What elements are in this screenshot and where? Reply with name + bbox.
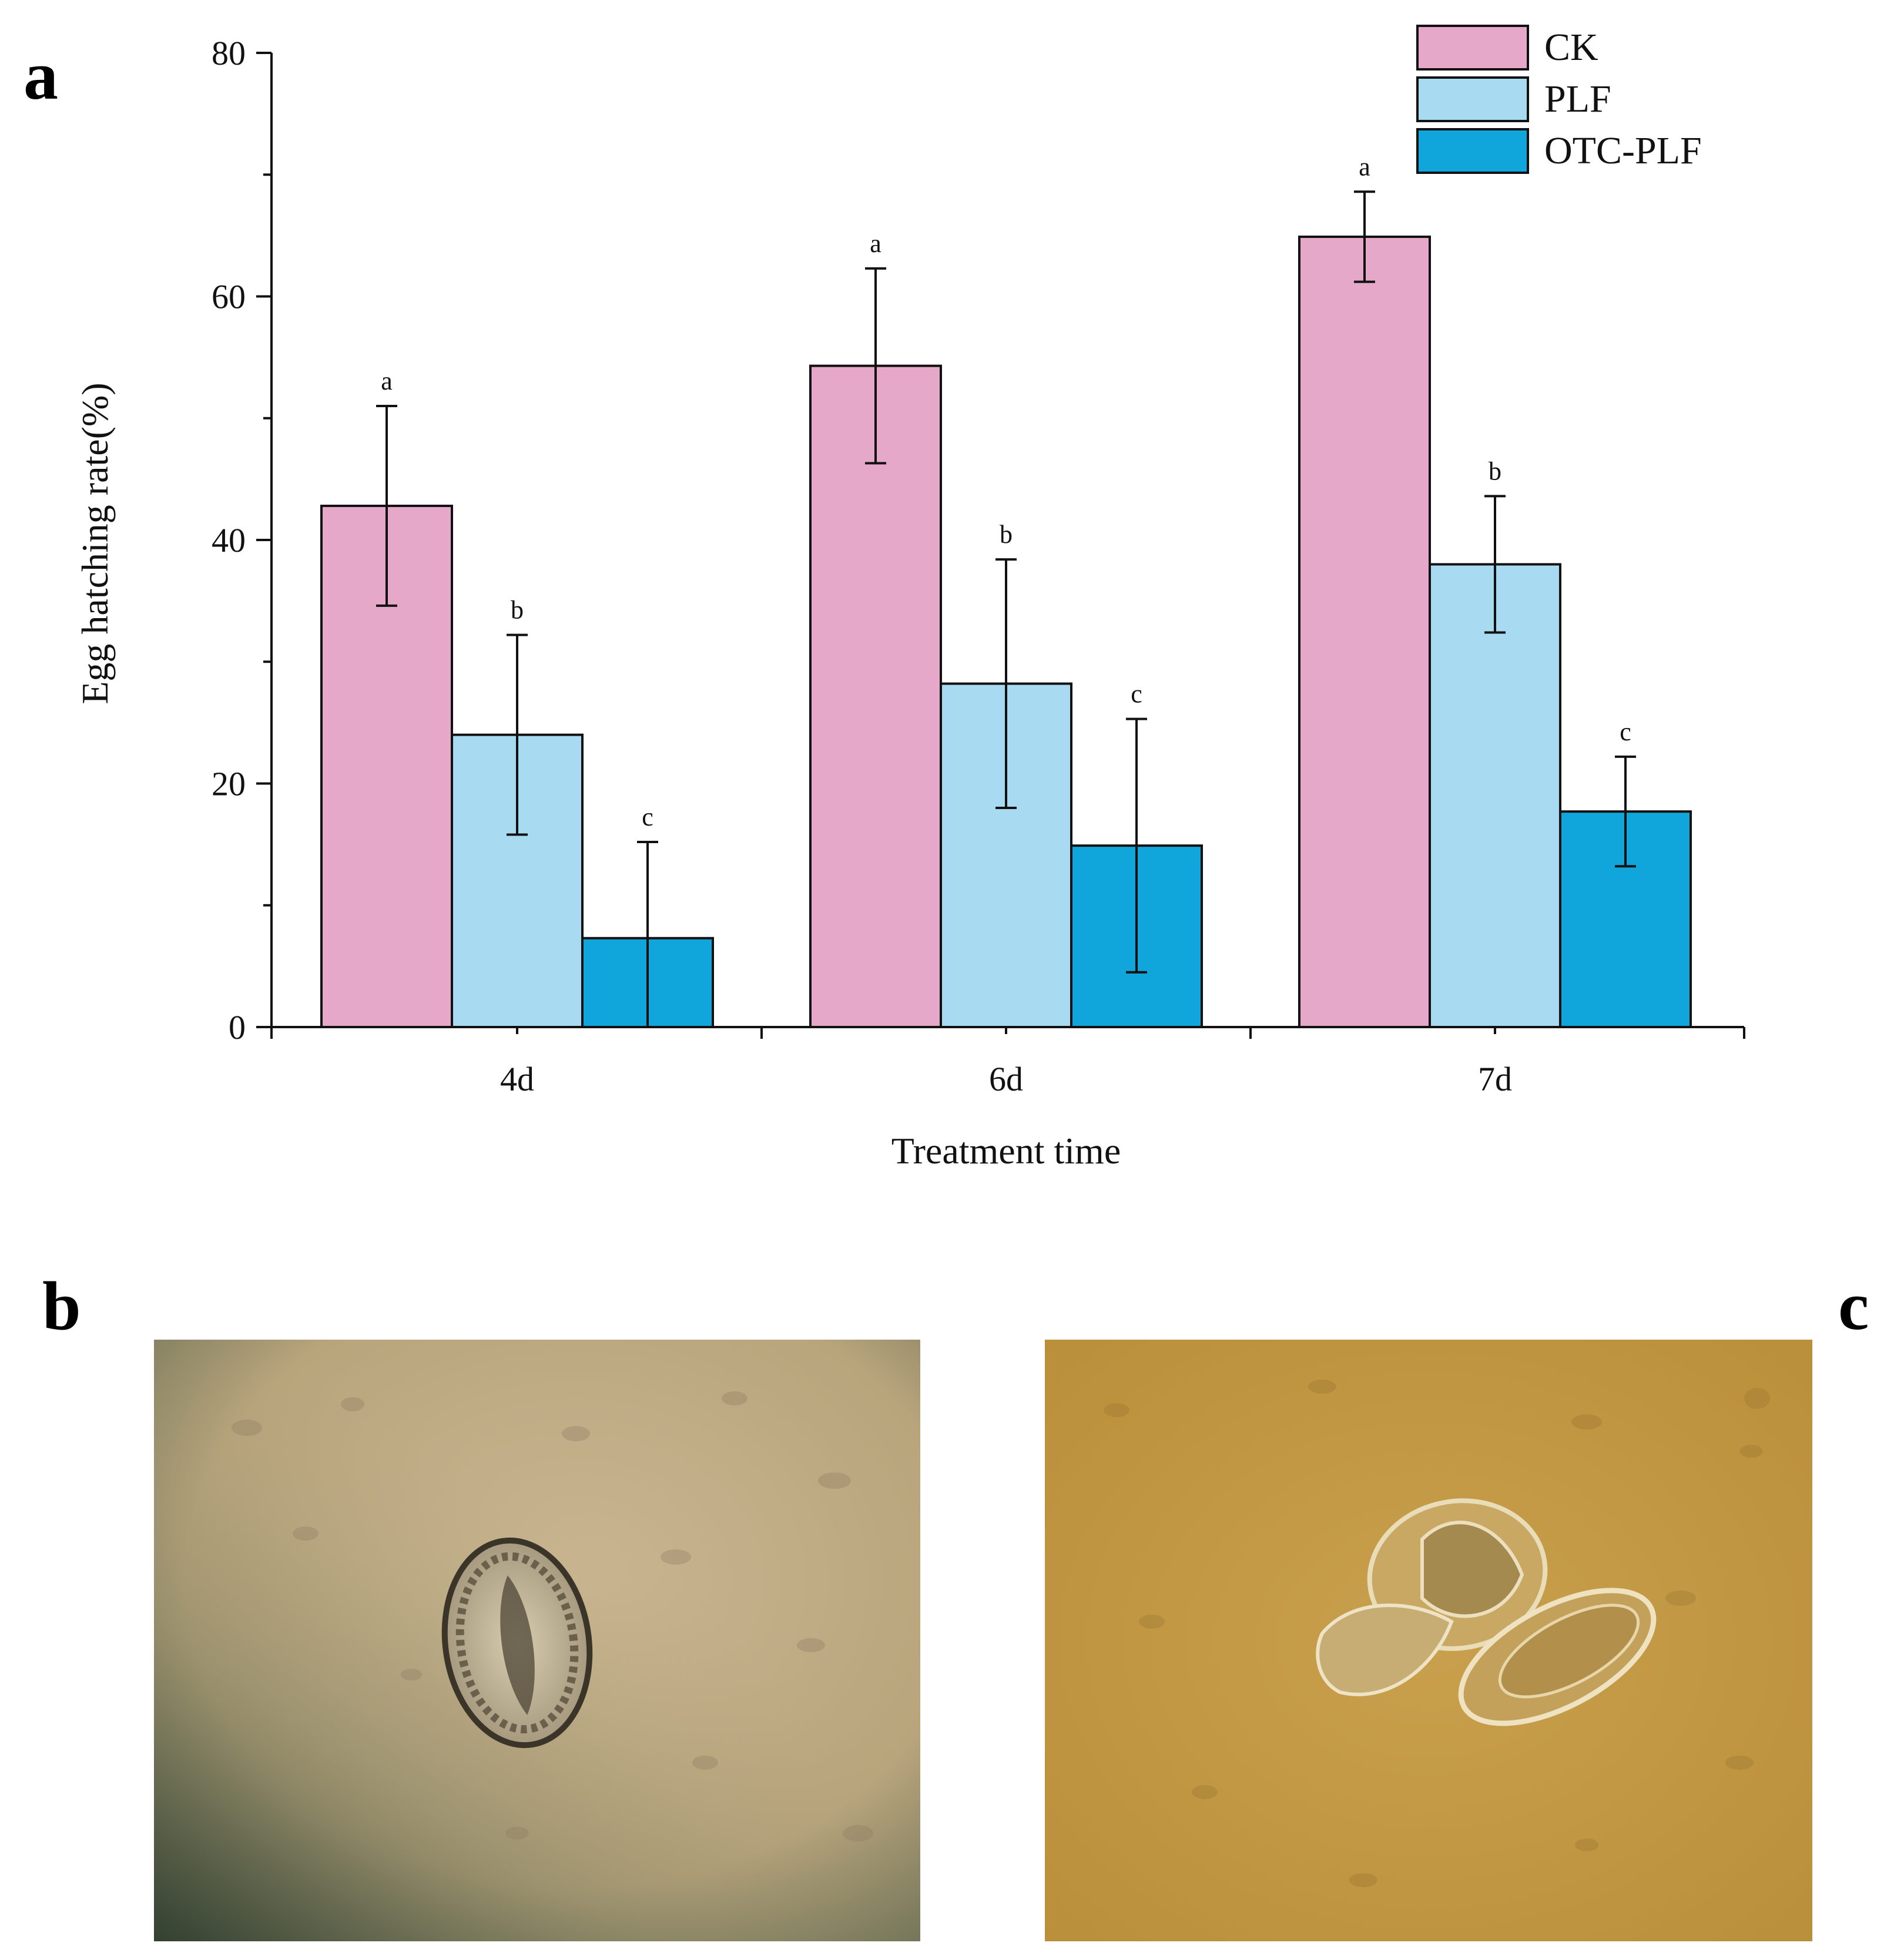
- bar-chart: a a a b b b c c c 0 20 40 60 80 4d 6d 7d Treatment tim…: [74, 25, 1745, 1172]
- legend-item-CK: CK: [1416, 25, 1598, 71]
- legend-item-PLF: PLF: [1416, 76, 1611, 122]
- error-bar-OTC-PLF-7d: [1615, 755, 1636, 868]
- x-tick-label-4d: 4d: [500, 1060, 534, 1098]
- micrograph-b: [154, 1340, 920, 1941]
- y-tick-label: 60: [212, 278, 246, 316]
- hatched-eggs: [1316, 1498, 1657, 1726]
- significance-letters-layer: a a a b b b c c c: [381, 152, 1631, 831]
- bars-layer: [320, 235, 1692, 1029]
- x-axis-title: Treatment time: [891, 1130, 1121, 1172]
- panel-label-c: c: [1838, 1267, 1869, 1344]
- micrograph-b-speckles: [232, 1391, 873, 1841]
- significance-letter-CK-4d: a: [381, 367, 393, 395]
- bar-CK-7d: [1298, 235, 1431, 1028]
- error-bar-PLF-4d: [507, 633, 528, 836]
- y-axis-title: Egg hatching rate(%): [74, 383, 116, 704]
- legend-label-CK: CK: [1544, 26, 1598, 69]
- micrograph-c: [1045, 1340, 1812, 1941]
- error-bar-PLF-6d: [995, 558, 1017, 809]
- legend-label-PLF: PLF: [1544, 78, 1611, 120]
- significance-letter-CK-7d: a: [1359, 152, 1370, 181]
- legend-item-OTC-PLF: OTC-PLF: [1416, 128, 1702, 174]
- x-tick-label-7d: 7d: [1478, 1060, 1512, 1098]
- y-ticks: 0 20 40 60 80: [212, 34, 271, 1046]
- micrograph-c-speckles: [1104, 1380, 1770, 1887]
- panel-label-a: a: [24, 37, 58, 114]
- error-bar-CK-6d: [865, 267, 886, 465]
- x-tick-label-6d: 6d: [989, 1060, 1023, 1098]
- bar-CK-6d: [809, 364, 942, 1029]
- bar-PLF-7d: [1429, 563, 1561, 1028]
- error-bar-PLF-7d: [1484, 495, 1506, 634]
- legend: CK PLF OTC-PLF: [1416, 25, 1702, 174]
- y-tick-label: 0: [229, 1008, 246, 1046]
- error-bar-CK-4d: [376, 405, 397, 607]
- significance-letter-CK-6d: a: [870, 229, 881, 258]
- legend-label-OTC-PLF: OTC-PLF: [1544, 129, 1702, 172]
- legend-swatch-CK: [1416, 25, 1529, 71]
- error-bars-layer: [376, 190, 1636, 1028]
- y-tick-label: 80: [212, 34, 246, 72]
- significance-letter-OTC-PLF-4d: c: [642, 803, 653, 831]
- significance-letter-OTC-PLF-7d: c: [1620, 717, 1631, 746]
- panel-label-b: b: [42, 1267, 81, 1344]
- unhatched-egg: [441, 1537, 593, 1749]
- y-tick-label: 40: [212, 521, 246, 559]
- significance-letter-OTC-PLF-6d: c: [1131, 680, 1142, 709]
- error-bar-CK-7d: [1354, 190, 1375, 283]
- legend-swatch-OTC-PLF: [1416, 128, 1529, 174]
- x-ticks: 4d 6d 7d: [270, 1027, 1745, 1098]
- error-bar-OTC-PLF-6d: [1126, 717, 1147, 974]
- significance-letter-PLF-7d: b: [1489, 457, 1501, 485]
- significance-letter-PLF-6d: b: [1000, 520, 1013, 549]
- y-tick-label: 20: [212, 765, 246, 803]
- significance-letter-PLF-4d: b: [511, 596, 524, 625]
- legend-swatch-PLF: [1416, 76, 1529, 122]
